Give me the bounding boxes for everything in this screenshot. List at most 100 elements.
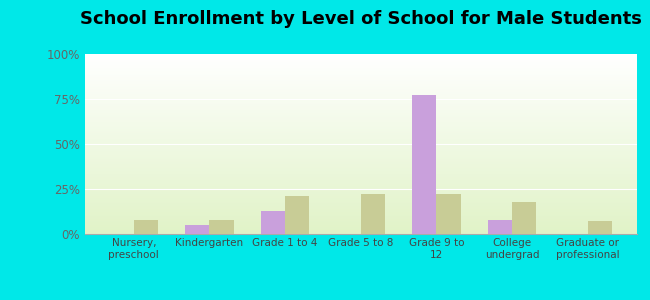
Bar — [84, 177, 637, 178]
Bar — [84, 180, 637, 181]
Bar — [84, 81, 637, 82]
Bar — [84, 184, 637, 185]
Bar — [261, 211, 285, 234]
Bar — [84, 135, 637, 136]
Bar — [84, 217, 637, 218]
Bar — [84, 105, 637, 106]
Bar — [84, 211, 637, 212]
Bar — [84, 69, 637, 70]
Bar — [588, 221, 612, 234]
Bar — [84, 150, 637, 151]
Bar — [84, 226, 637, 227]
Bar — [84, 176, 637, 177]
Bar — [84, 73, 637, 74]
Bar — [84, 192, 637, 193]
Bar — [361, 194, 385, 234]
Bar — [84, 82, 637, 83]
Bar — [84, 155, 637, 156]
Bar — [84, 120, 637, 121]
Bar — [84, 146, 637, 147]
Bar — [84, 201, 637, 202]
Bar — [84, 188, 637, 189]
Bar — [84, 140, 637, 141]
Bar — [84, 170, 637, 171]
Bar — [84, 99, 637, 100]
Bar — [84, 209, 637, 210]
Bar — [84, 197, 637, 198]
Bar — [84, 124, 637, 125]
Bar — [84, 102, 637, 103]
Bar — [436, 194, 461, 234]
Bar — [84, 56, 637, 57]
Bar — [84, 55, 637, 56]
Bar — [84, 126, 637, 127]
Bar — [84, 202, 637, 203]
Bar — [84, 173, 637, 174]
Bar — [84, 151, 637, 152]
Bar — [84, 85, 637, 86]
Bar — [84, 117, 637, 118]
Bar — [84, 61, 637, 62]
Bar — [84, 63, 637, 64]
Bar — [84, 163, 637, 164]
Bar — [84, 121, 637, 122]
Bar — [84, 161, 637, 162]
Bar — [84, 139, 637, 140]
Bar — [84, 222, 637, 223]
Bar — [84, 113, 637, 114]
Bar — [84, 169, 637, 170]
Bar — [84, 185, 637, 186]
Bar — [84, 179, 637, 180]
Bar — [84, 86, 637, 87]
Bar — [185, 225, 209, 234]
Bar — [84, 229, 637, 230]
Bar — [84, 183, 637, 184]
Bar — [84, 108, 637, 109]
Bar — [84, 204, 637, 205]
Bar — [84, 232, 637, 233]
Bar — [84, 165, 637, 166]
Bar — [84, 127, 637, 128]
Bar — [84, 218, 637, 219]
Bar — [84, 101, 637, 102]
Bar — [84, 187, 637, 188]
Bar — [84, 178, 637, 179]
Bar — [84, 231, 637, 232]
Bar — [209, 220, 233, 234]
Bar — [84, 130, 637, 131]
Bar — [84, 186, 637, 187]
Bar — [84, 122, 637, 123]
Bar — [84, 89, 637, 90]
Bar — [84, 166, 637, 167]
Bar — [84, 114, 637, 115]
Bar — [84, 70, 637, 71]
Bar — [84, 119, 637, 120]
Bar — [84, 71, 637, 72]
Bar — [84, 90, 637, 91]
Bar — [84, 76, 637, 77]
Bar — [84, 219, 637, 220]
Bar — [84, 220, 637, 221]
Bar — [84, 189, 637, 190]
Bar — [84, 205, 637, 206]
Bar — [84, 221, 637, 222]
Bar — [84, 68, 637, 69]
Bar — [84, 58, 637, 59]
Bar — [84, 91, 637, 92]
Bar — [84, 210, 637, 211]
Bar — [488, 220, 512, 234]
Bar — [84, 54, 637, 55]
Bar — [84, 77, 637, 78]
Bar — [84, 88, 637, 89]
Bar — [84, 162, 637, 163]
Bar — [84, 132, 637, 133]
Bar — [84, 212, 637, 213]
Bar — [84, 154, 637, 155]
Bar — [84, 131, 637, 132]
Bar — [84, 123, 637, 124]
Bar — [84, 159, 637, 160]
Bar — [84, 147, 637, 148]
Bar — [84, 137, 637, 138]
Bar — [84, 213, 637, 214]
Bar — [84, 225, 637, 226]
